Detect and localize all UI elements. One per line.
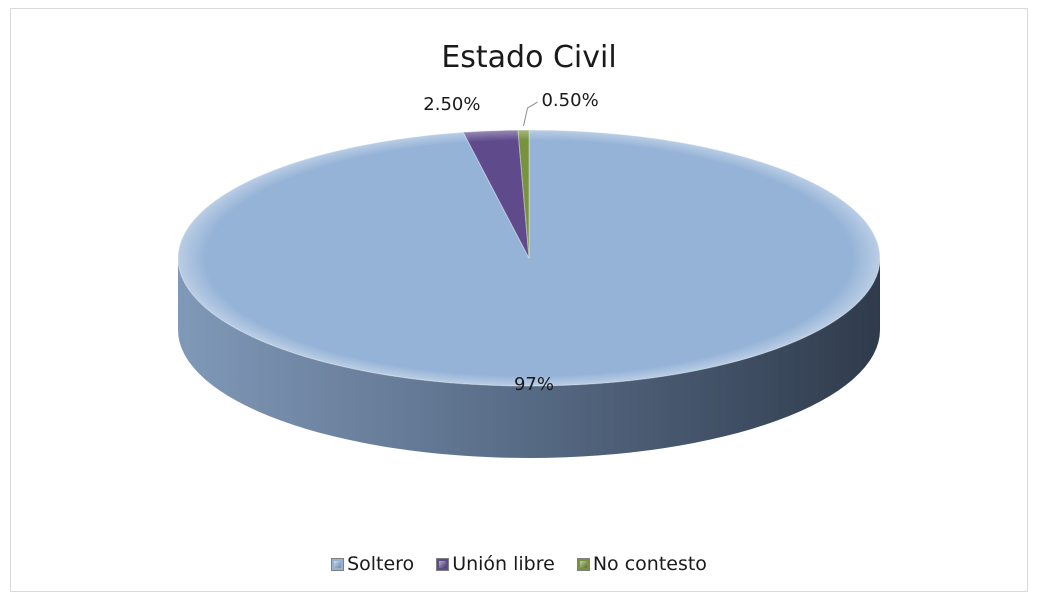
pie-top-rim (178, 130, 880, 386)
legend: Soltero Unión libre No contesto (0, 553, 1038, 575)
legend-label: Unión libre (452, 553, 555, 575)
pie-side-wall (178, 258, 880, 458)
legend-item-no-contesto: No contesto (576, 553, 707, 575)
legend-swatch (576, 557, 590, 571)
data-label-soltero: 97% (514, 374, 554, 395)
data-label-union-libre: 2.50% (423, 94, 480, 115)
legend-swatch (436, 557, 450, 571)
legend-label: Soltero (347, 553, 415, 575)
pie-slices (177, 129, 881, 387)
pie-side (178, 258, 880, 458)
chart-title: Estado Civil (441, 40, 616, 75)
data-labels: 97% 2.50% 0.50% (423, 90, 598, 395)
legend-item-soltero: Soltero (331, 553, 414, 575)
legend-item-union-libre: Unión libre (436, 553, 555, 575)
data-label-no-contesto: 0.50% (541, 90, 598, 111)
legend-label: No contesto (592, 553, 707, 575)
leader-line-no-contesto (522, 101, 538, 127)
legend-swatch (331, 557, 345, 571)
